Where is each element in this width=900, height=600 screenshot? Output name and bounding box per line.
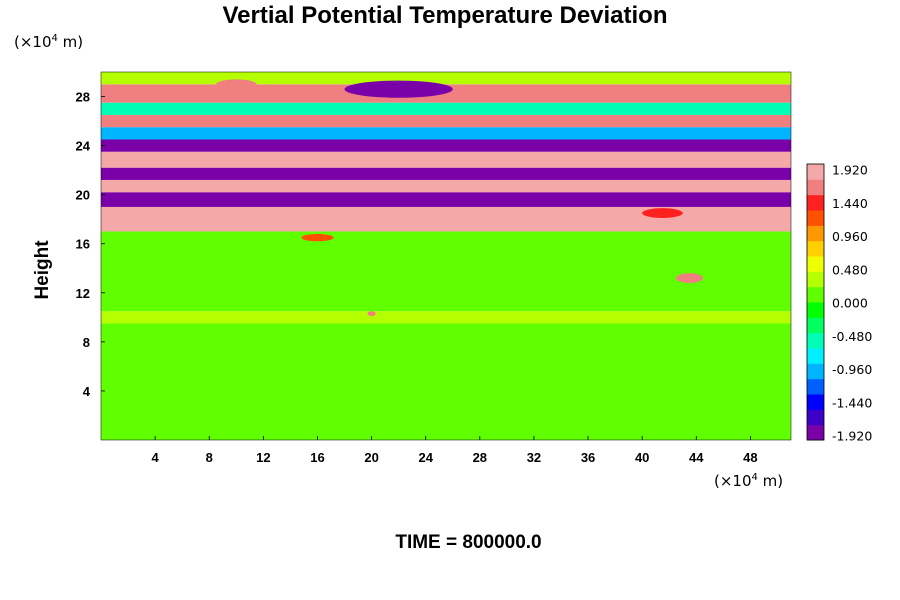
heatmap-band bbox=[101, 84, 791, 103]
y-tick-label: 4 bbox=[83, 384, 91, 399]
colorbar-segment bbox=[807, 256, 824, 272]
heatmap-band bbox=[101, 323, 791, 440]
colorbar-segment bbox=[807, 363, 824, 380]
heatmap-band bbox=[101, 114, 791, 128]
colorbar-segment bbox=[807, 394, 824, 410]
x-tick-label: 4 bbox=[152, 450, 160, 465]
x-tick-label: 20 bbox=[364, 450, 378, 465]
heatmap-band bbox=[101, 151, 791, 168]
heatmap-anomaly bbox=[344, 80, 453, 98]
heatmap-band bbox=[101, 179, 791, 193]
y-axis-unit: (×104 m) bbox=[14, 33, 84, 51]
x-tick-label: 12 bbox=[256, 450, 270, 465]
x-tick-label: 8 bbox=[206, 450, 213, 465]
y-tick-label: 20 bbox=[76, 188, 90, 203]
x-tick-label: 28 bbox=[473, 450, 487, 465]
colorbar-tick-label: -0.960 bbox=[832, 362, 872, 377]
colorbar-segment bbox=[807, 424, 824, 441]
y-tick-label: 28 bbox=[76, 90, 90, 105]
x-tick-label: 36 bbox=[581, 450, 595, 465]
colorbar-tick-label: 0.960 bbox=[832, 229, 868, 244]
x-tick-label: 48 bbox=[743, 450, 757, 465]
colorbar-tick-label: -1.920 bbox=[832, 429, 872, 444]
colorbar-segment bbox=[807, 348, 824, 364]
heatmap-band bbox=[101, 311, 791, 324]
colorbar-segment bbox=[807, 240, 824, 257]
colorbar-segment bbox=[807, 302, 824, 318]
x-tick-label: 24 bbox=[418, 450, 433, 465]
heatmap-anomaly bbox=[301, 233, 334, 242]
time-label: TIME = 800000.0 bbox=[395, 532, 542, 553]
colorbar-segment bbox=[807, 409, 824, 426]
heatmap-anomaly bbox=[676, 273, 704, 283]
y-tick-label: 12 bbox=[76, 286, 90, 301]
colorbar-segment bbox=[807, 378, 824, 395]
colorbar: 1.920 1.440 0.960 0.480 0.000 -0.480 -0.960 -1.… bbox=[806, 163, 872, 444]
x-axis-unit: (×104 m) bbox=[714, 472, 784, 490]
heatmap-band bbox=[101, 231, 791, 312]
colorbar-segment bbox=[807, 210, 824, 226]
colorbar-segment bbox=[807, 317, 824, 334]
y-tick-label: 24 bbox=[76, 139, 91, 154]
heatmap-band bbox=[101, 102, 791, 115]
y-axis: 4 8 12 16 20 24 28 bbox=[76, 90, 105, 399]
colorbar-segment bbox=[807, 225, 824, 242]
x-tick-label: 16 bbox=[310, 450, 324, 465]
colorbar-tick-label: 1.920 bbox=[832, 163, 868, 178]
heatmap-anomaly bbox=[642, 208, 683, 218]
plot-frame bbox=[100, 71, 792, 441]
colorbar-tick-label: 0.480 bbox=[832, 262, 868, 277]
heatmap-band bbox=[101, 139, 791, 152]
heatmap-band bbox=[101, 167, 791, 180]
colorbar-segment bbox=[807, 194, 824, 211]
colorbar-tick-label: 0.000 bbox=[832, 296, 868, 311]
colorbar-tick-label: -1.440 bbox=[832, 395, 872, 410]
x-tick-label: 32 bbox=[527, 450, 541, 465]
heatmap-anomaly bbox=[367, 311, 376, 317]
colorbar-segment bbox=[807, 271, 824, 288]
x-axis: 4 8 12 16 20 24 28 32 36 40 44 48 bbox=[152, 436, 758, 465]
colorbar-segment bbox=[807, 286, 824, 303]
heatmap-band bbox=[101, 127, 791, 140]
colorbar-segment bbox=[807, 179, 824, 196]
heatmap-band bbox=[101, 206, 791, 232]
y-tick-label: 16 bbox=[76, 237, 90, 252]
heatmap-band bbox=[101, 192, 791, 207]
colorbar-tick-label: 1.440 bbox=[832, 196, 868, 211]
chart-title: Vertial Potential Temperature Deviation bbox=[222, 2, 668, 29]
y-tick-label: 8 bbox=[83, 335, 90, 350]
heatmap-anomaly bbox=[216, 79, 257, 90]
x-tick-label: 44 bbox=[689, 450, 704, 465]
colorbar-segment bbox=[807, 332, 824, 349]
colorbar-frame bbox=[806, 163, 825, 441]
colorbar-tick-label: -0.480 bbox=[832, 329, 872, 344]
heatmap-band bbox=[101, 72, 791, 85]
colorbar-segment bbox=[807, 164, 824, 180]
x-tick-label: 40 bbox=[635, 450, 649, 465]
plot-area bbox=[101, 72, 791, 440]
